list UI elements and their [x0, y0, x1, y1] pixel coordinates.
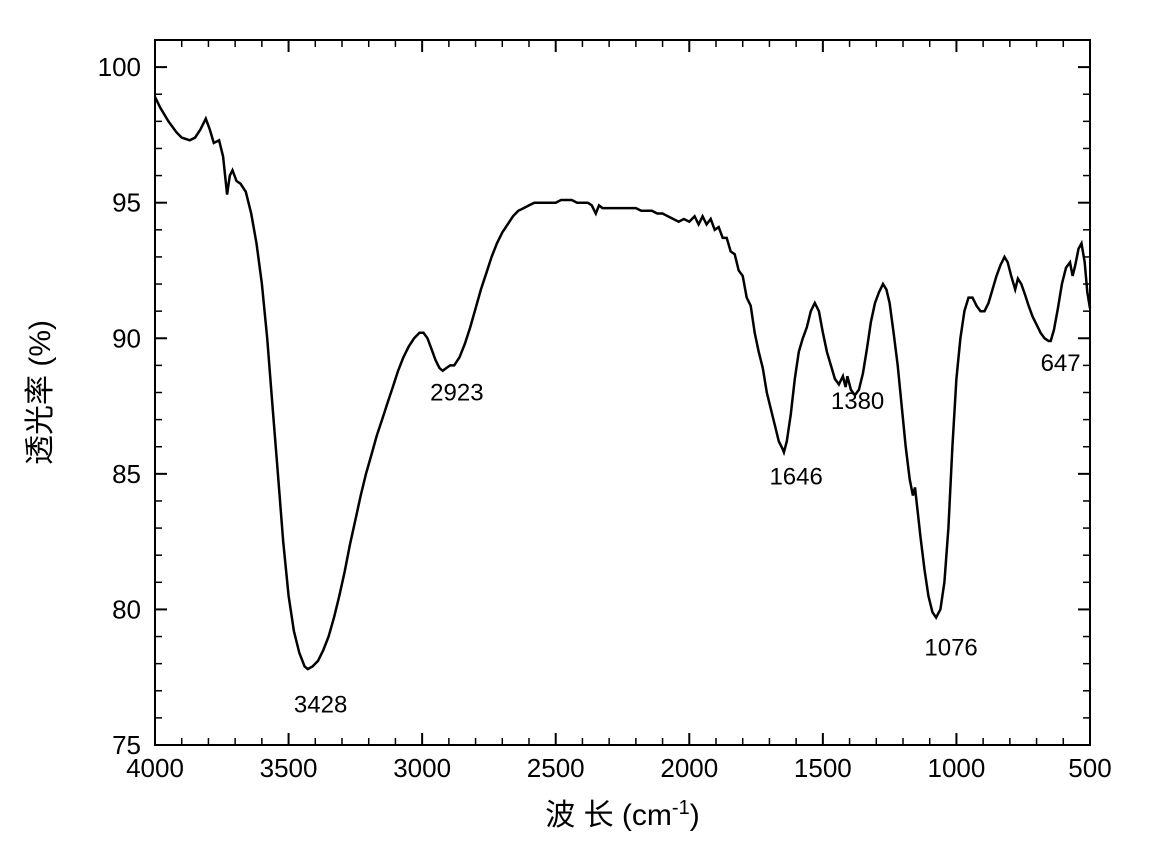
y-axis-label: 透光率 (%): [24, 320, 57, 465]
peak-label: 2923: [430, 380, 483, 407]
peak-label: 1646: [769, 464, 822, 491]
ftir-spectrum-chart: 4000350030002500200015001000500758085909…: [0, 0, 1150, 854]
y-tick-label: 80: [112, 594, 141, 624]
x-tick-label: 3000: [393, 753, 451, 783]
peak-label: 647: [1041, 350, 1081, 377]
y-tick-label: 75: [112, 730, 141, 760]
y-tick-label: 100: [98, 52, 141, 82]
x-tick-label: 2500: [527, 753, 585, 783]
peak-label: 3428: [294, 691, 347, 718]
y-tick-label: 95: [112, 188, 141, 218]
peak-label: 1076: [924, 635, 977, 662]
spectrum-line: [155, 97, 1090, 669]
x-tick-label: 500: [1068, 753, 1111, 783]
chart-svg: 4000350030002500200015001000500758085909…: [0, 0, 1150, 854]
x-tick-label: 1000: [928, 753, 986, 783]
peak-label: 1380: [831, 388, 884, 415]
x-tick-label: 2000: [660, 753, 718, 783]
y-tick-label: 85: [112, 459, 141, 489]
x-tick-label: 3500: [260, 753, 318, 783]
x-axis-label: 波 长 (cm-1): [545, 797, 699, 832]
y-tick-label: 90: [112, 323, 141, 353]
x-tick-label: 1500: [794, 753, 852, 783]
